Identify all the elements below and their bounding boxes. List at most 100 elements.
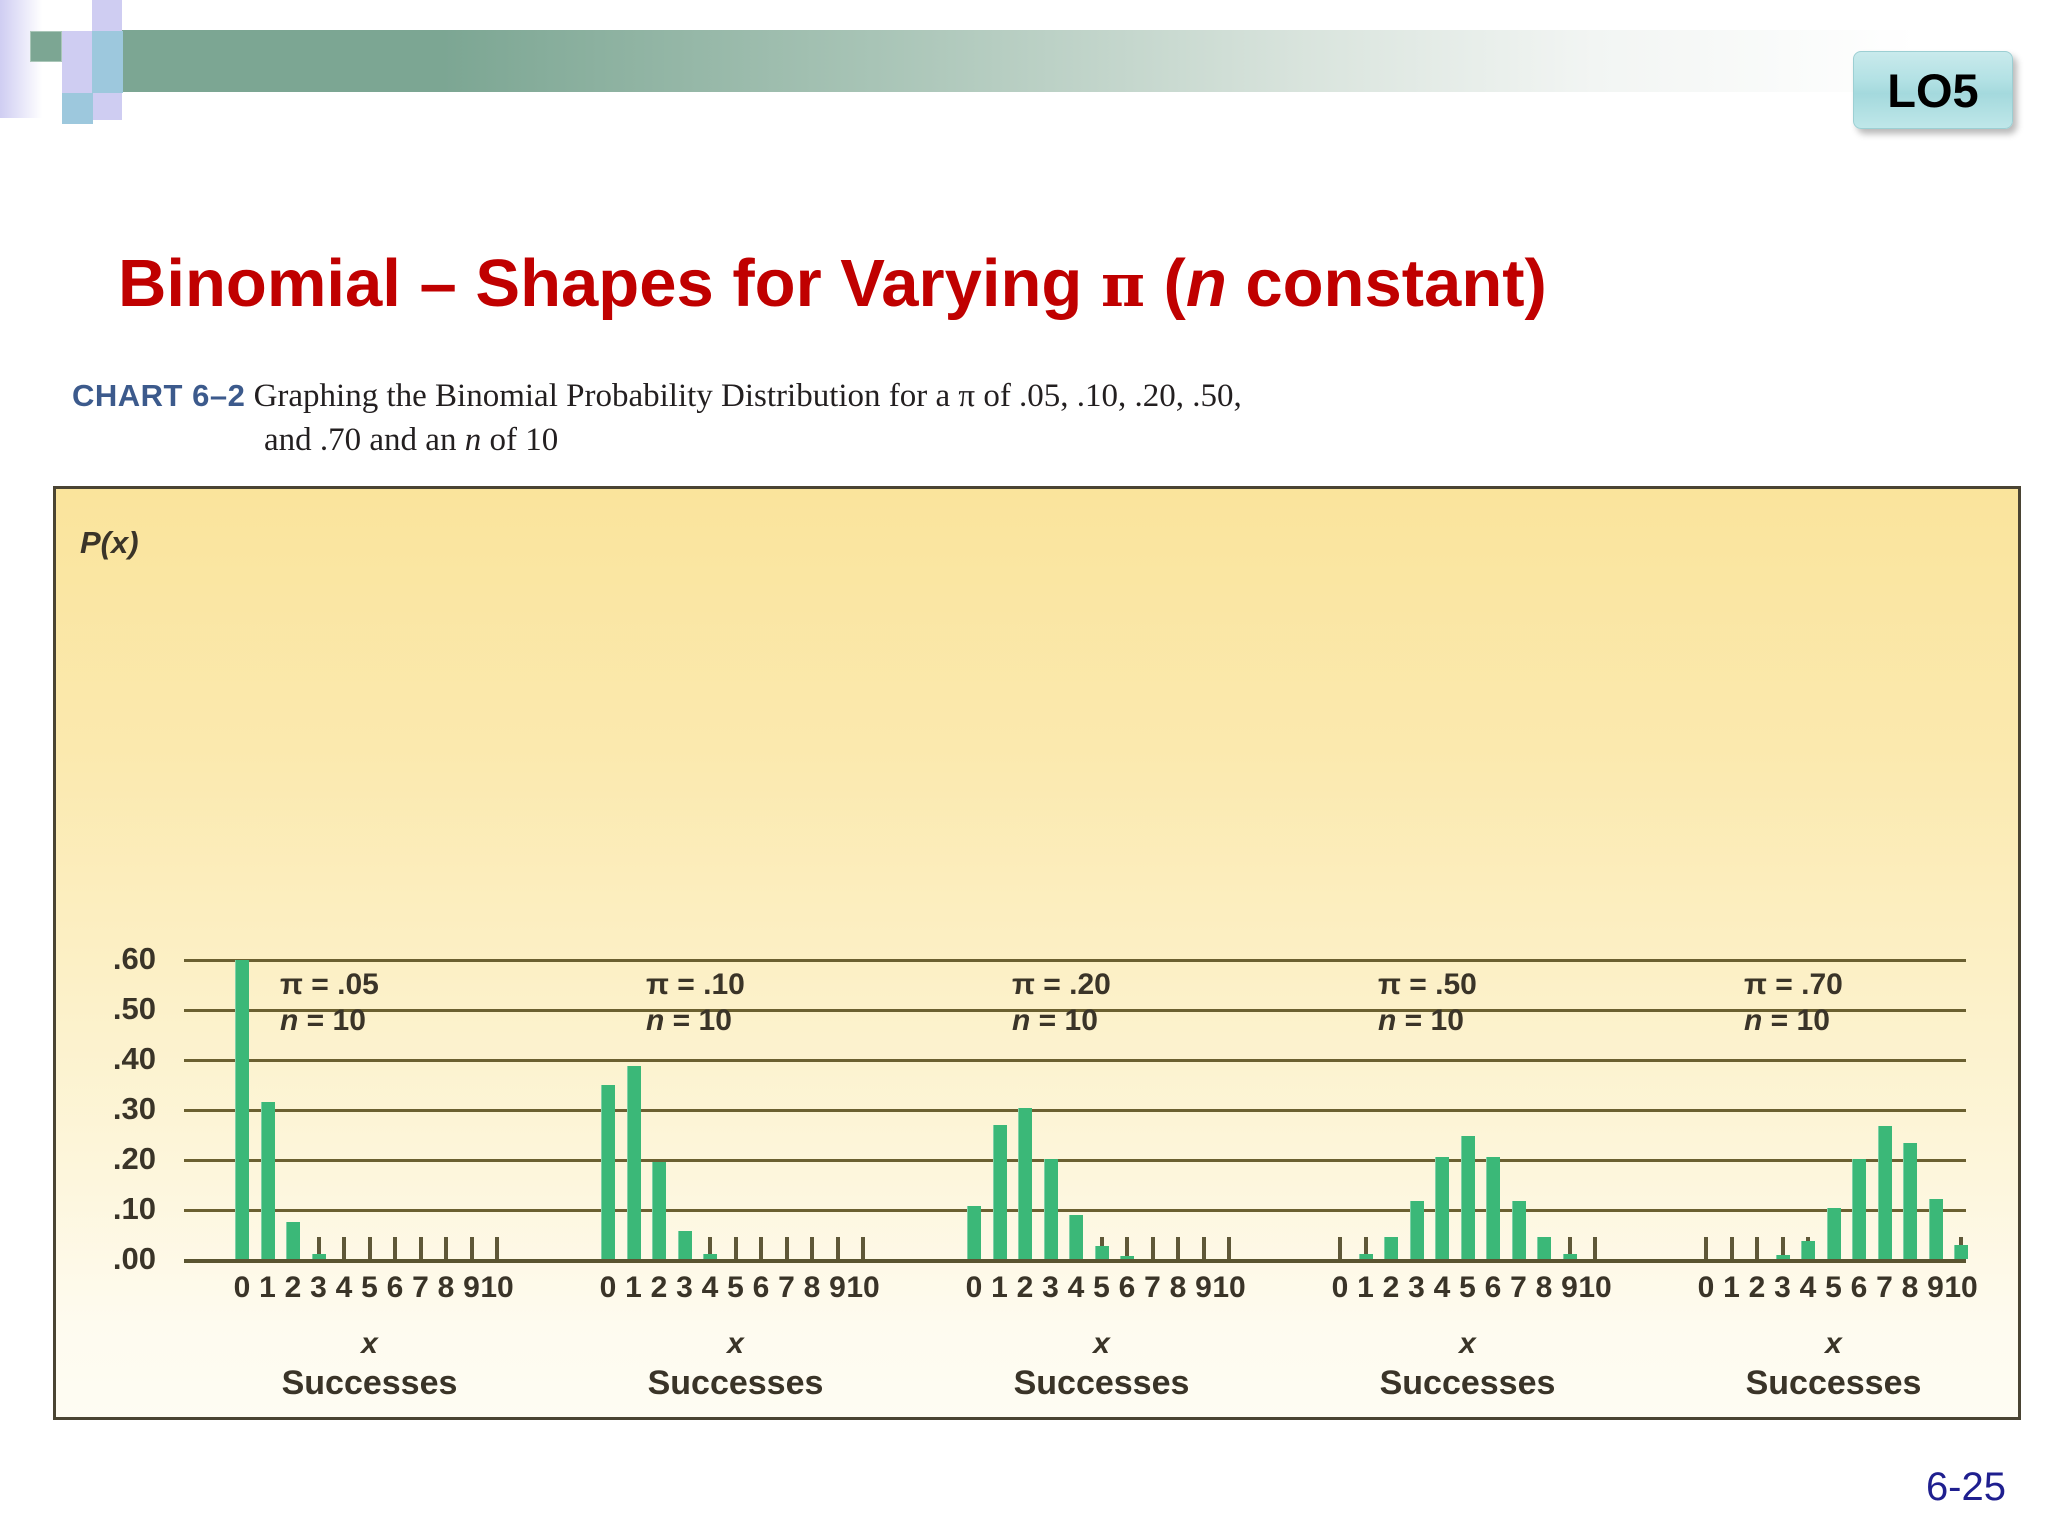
chart-caption-line1: Graphing the Binomial Probability Distri… [253,378,1242,414]
panel-x-axis-label: x [361,1327,378,1360]
x-axis-tick-label: 10 [1212,1271,1246,1304]
x-axis-tick-label: 4 [701,1271,719,1304]
panel-pi-label: π = .10 [646,967,745,1001]
x-axis-tick-label: 6 [1118,1271,1136,1304]
decorative-square-blue-b [92,62,123,93]
x-axis-tick [733,1237,738,1259]
x-axis-tick-label: 9 [1927,1271,1944,1304]
x-axis-tick [1176,1237,1180,1259]
bar [235,959,249,1259]
bar [967,1205,981,1259]
panel-pi-label: π = .05 [280,967,379,1001]
bar [1537,1237,1551,1259]
panel-annotation-pi-20: π = .20 n = 10 [1012,967,1111,1040]
panel-successes-label: Successes [1379,1364,1556,1402]
x-axis-tick-label: 9 [1195,1271,1212,1304]
y-axis-tick-label: .50 [112,991,156,1026]
x-axis-tick-label: 7 [778,1271,795,1304]
x-axis-tick-label: 6 [1850,1271,1868,1304]
bar [1903,1142,1917,1259]
x-axis-tick-label: 3 [310,1271,327,1304]
gridline [184,1259,1966,1263]
x-axis-tick [316,1237,321,1259]
panel-n-label: n = 10 [1744,1004,1830,1038]
bar [260,1101,275,1259]
x-axis-tick-label: 7 [1510,1271,1527,1304]
x-axis-tick-label: 6 [1484,1271,1502,1304]
x-axis-tick [469,1237,474,1259]
x-axis-tick-label: 5 [1093,1271,1110,1304]
y-axis-tick-label: .60 [112,941,156,976]
panel-n-label: n = 10 [1012,1004,1098,1038]
chart-caption-line2-post: of 10 [481,421,559,458]
bar [1775,1254,1790,1259]
x-axis-tick [1755,1237,1759,1259]
x-axis-tick-label: 8 [1535,1271,1553,1304]
binomial-distribution-chart: P(x) .00.10.20.30.40.50.60 π = .05 n = 10… [53,486,2021,1420]
chart-caption-line2-pre: and .70 and an [264,421,465,458]
bar [1801,1240,1815,1259]
x-axis-tick [495,1237,499,1259]
bar [1460,1136,1475,1259]
x-axis-tick-label: 0 [965,1271,983,1304]
x-axis-tick-label: 5 [1459,1271,1476,1304]
bar [992,1125,1007,1259]
x-axis-tick-label: 4 [1067,1271,1085,1304]
x-axis-tick-label: 9 [463,1271,480,1304]
x-axis-tick [1704,1237,1708,1259]
x-axis-tick [444,1237,448,1259]
y-axis-tick-label: .20 [112,1141,156,1176]
x-axis-tick-label: 7 [412,1271,429,1304]
panel-pi-label: π = .70 [1744,967,1843,1001]
decorative-square-green [30,31,62,62]
x-axis-tick-label: 3 [1042,1271,1059,1304]
title-text-part3: constant) [1226,245,1547,321]
bar [1358,1254,1373,1259]
plot-area: P(x) .00.10.20.30.40.50.60 π = .05 n = 10… [56,489,2018,1417]
panel-pi-label: π = .50 [1378,967,1477,1001]
panel-x-axis-label: x [1459,1327,1476,1360]
x-axis-tick-label: 8 [1169,1271,1187,1304]
x-axis-tick [810,1237,814,1259]
x-axis-tick-label: 4 [1433,1271,1451,1304]
panel-annotation-pi-70: π = .70 n = 10 [1744,967,1843,1040]
panel-n-label: n = 10 [646,1004,732,1038]
x-axis-tick [784,1237,789,1259]
panel-successes-label: Successes [1013,1364,1190,1402]
learning-objective-badge[interactable]: LO5 [1853,51,2013,129]
x-axis-tick [861,1237,865,1259]
x-axis-tick [1201,1237,1206,1259]
bar [311,1254,326,1259]
bar [1435,1156,1449,1259]
x-axis-tick-label: 1 [991,1271,1008,1304]
x-axis-tick-label: 8 [803,1271,821,1304]
bar [1384,1237,1398,1259]
panel-n-label: n = 10 [280,1004,366,1038]
x-axis-tick-label: 8 [1901,1271,1919,1304]
x-axis-tick [1227,1237,1231,1259]
x-axis-tick [835,1237,840,1259]
x-axis-tick-label: 2 [284,1271,302,1304]
gridline [184,1059,1966,1062]
y-axis-title-text: P(x) [80,525,139,560]
x-axis-tick [759,1237,763,1259]
chart-caption-line2-n: n [464,421,482,458]
y-axis-title: P(x) [80,525,139,561]
x-axis-tick-label: 4 [335,1271,353,1304]
title-n-symbol: n [1185,245,1227,321]
gridline [184,1109,1966,1112]
bar [1954,1245,1968,1259]
title-text-part2: ( [1144,245,1186,321]
bar [1043,1158,1058,1259]
panel-successes-label: Successes [1745,1364,1922,1402]
chart-panel-pi-10: π = .10 n = 10 0 1 2 3 4 5 6 7 8 9 10 x Successes [56,489,2018,1417]
x-axis-tick [418,1237,423,1259]
panel-successes-label: Successes [647,1364,824,1402]
x-axis-tick [393,1237,397,1259]
gridline [184,1159,1966,1162]
bar [677,1230,692,1259]
bar [1018,1108,1032,1259]
y-axis-tick-label: .00 [112,1241,156,1276]
bar [1069,1215,1083,1259]
chart-panel-pi-20: π = .20 n = 10 0 1 2 3 4 5 6 7 8 9 10 x Successes [56,489,2018,1417]
